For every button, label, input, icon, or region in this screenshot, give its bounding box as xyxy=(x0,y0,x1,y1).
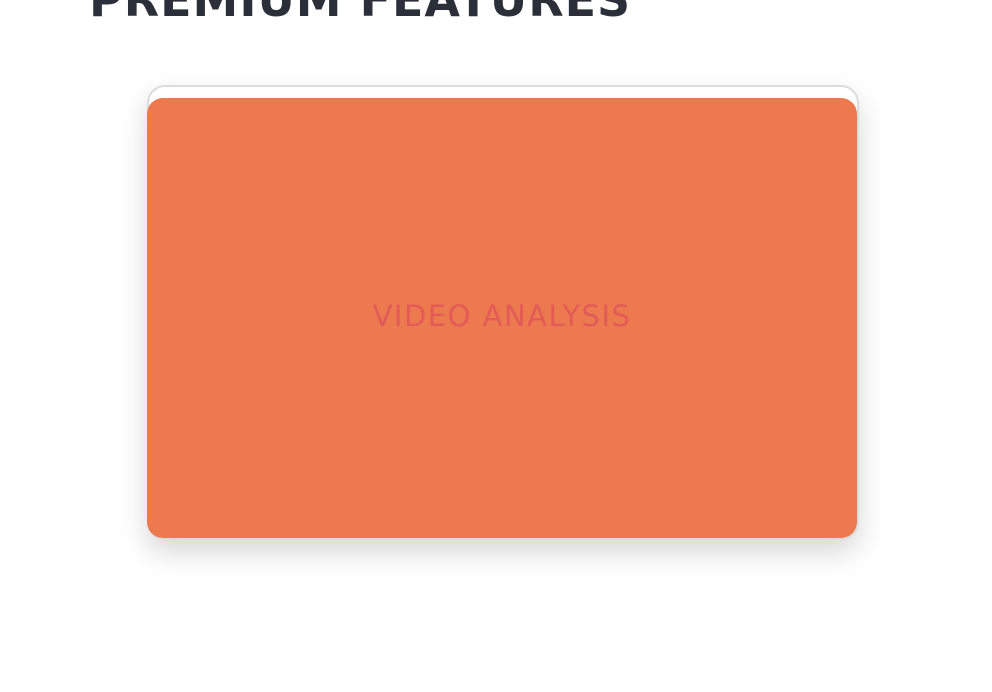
section-title: PREMIUM FEATURES xyxy=(89,0,632,27)
feature-card-label: VIDEO ANALYSIS xyxy=(372,299,632,333)
feature-card-video-analysis[interactable]: VIDEO ANALYSIS xyxy=(147,98,857,538)
